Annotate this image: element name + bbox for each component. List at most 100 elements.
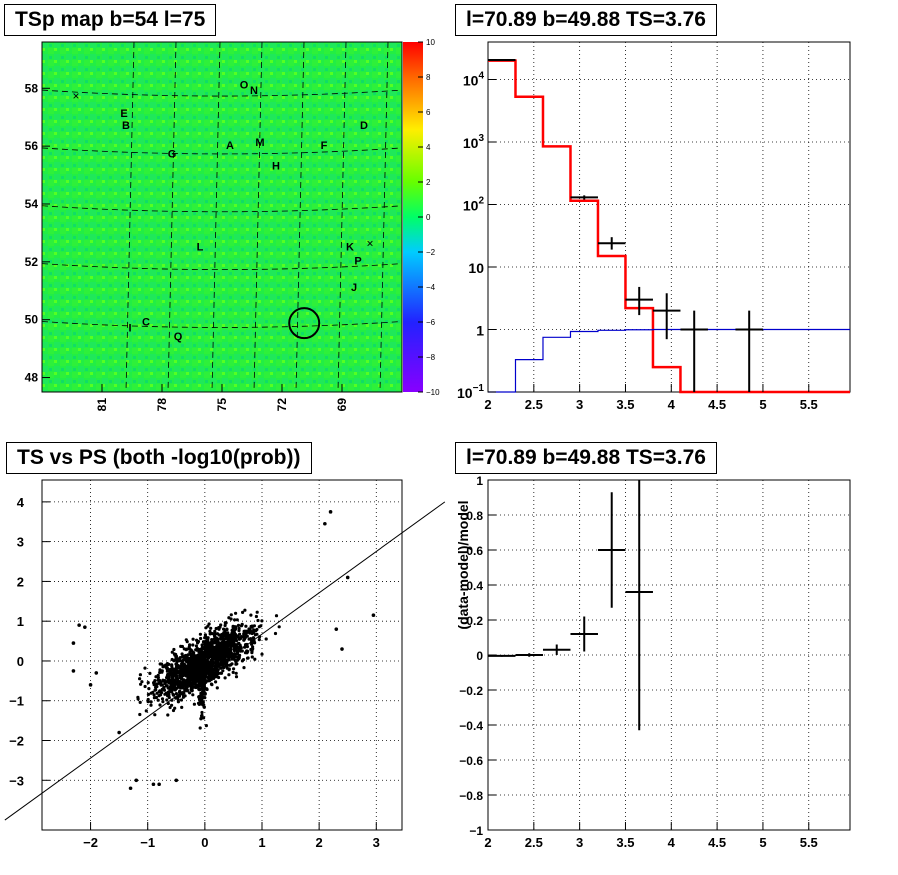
scatter-point <box>143 666 147 670</box>
scatter-point <box>199 717 203 721</box>
scatter-point <box>328 510 333 514</box>
residual-y-label: (data-model)/model <box>455 500 471 629</box>
scatter-panel: −2 −1 0 1 2 3 4 3 2 1 0 −1 −2 −3 <box>4 479 446 850</box>
tsmap-grid-parallel <box>41 205 403 213</box>
scatter-point <box>165 698 169 702</box>
scatter-point <box>229 646 233 651</box>
scatter-point <box>200 714 204 718</box>
spectrum-title: l=70.89 b=49.88 TS=3.76 <box>455 4 717 36</box>
scatter-point <box>83 625 87 629</box>
scatter-point <box>234 637 238 642</box>
residual-x-axis: 2 2.5 3 3.5 4 4.5 5 5.5 <box>484 822 818 850</box>
tsmap-marker: × <box>366 236 373 250</box>
scatter-point <box>206 648 210 652</box>
scatter-point <box>255 632 259 636</box>
tsmap-x-tick-label: 75 <box>215 398 229 412</box>
scatter-point <box>168 670 172 674</box>
scatter-x-tick-label: −2 <box>83 835 98 850</box>
scatter-point <box>198 726 202 730</box>
scatter-point <box>156 675 160 679</box>
scatter-point <box>188 650 192 654</box>
scatter-point <box>202 682 206 686</box>
scatter-point <box>219 671 224 675</box>
tsmap-title: TSp map b=54 l=75 <box>4 4 217 36</box>
scatter-y-tick-label: 1 <box>17 614 24 629</box>
tsmap-y-tick-label: 48 <box>25 371 39 385</box>
residual-x-tick-label: 3.5 <box>616 835 634 850</box>
scatter-point <box>248 631 252 635</box>
scatter-point <box>170 690 174 694</box>
tsmap-marker: × <box>72 89 79 103</box>
scatter-point <box>162 688 167 692</box>
spectrum-y-tick-label: 10−1 <box>457 383 484 401</box>
residual-y-tick-label: −1 <box>469 824 483 838</box>
scatter-point <box>152 696 156 700</box>
scatter-point <box>235 618 239 622</box>
tsmap-colorbar-tick-label: −4 <box>426 283 436 292</box>
scatter-point <box>160 690 164 695</box>
scatter-point <box>200 678 204 682</box>
scatter-point <box>223 623 227 628</box>
scatter-x-tick-label: 0 <box>201 835 208 850</box>
tsmap-source-label: J <box>351 282 357 294</box>
scatter-point <box>180 681 184 685</box>
scatter-point <box>205 658 209 663</box>
scatter-point <box>240 649 244 653</box>
scatter-point <box>205 687 209 692</box>
scatter-point <box>152 680 156 685</box>
scatter-point <box>165 666 169 670</box>
scatter-point <box>193 657 197 661</box>
scatter-point <box>165 684 169 688</box>
scatter-point <box>172 659 176 663</box>
scatter-point <box>197 684 202 688</box>
scatter-point <box>178 676 182 680</box>
spectrum-y-tick-label: 103 <box>463 133 485 151</box>
spectrum-x-tick-label: 3 <box>576 397 583 412</box>
spectrum-y-tick-label: 10 <box>468 260 484 276</box>
scatter-point <box>273 631 278 636</box>
scatter-point <box>219 623 223 627</box>
scatter-y-tick-label: 2 <box>17 574 24 589</box>
tsmap-source-label: L <box>197 241 204 253</box>
scatter-point <box>146 700 150 704</box>
residual-x-tick-label: 5.5 <box>800 835 818 850</box>
scatter-y-tick-label: 4 <box>17 495 25 510</box>
scatter-point <box>182 691 186 695</box>
scatter-point <box>212 676 216 681</box>
scatter-point <box>156 678 160 682</box>
spectrum-x-tick-label: 5 <box>759 397 766 412</box>
scatter-point <box>149 700 153 704</box>
scatter-point <box>94 671 99 675</box>
scatter-x-tick-label: 2 <box>316 835 323 850</box>
scatter-point <box>184 638 188 642</box>
scatter-point <box>199 636 203 641</box>
scatter-point <box>237 626 241 631</box>
scatter-point <box>138 677 142 681</box>
tsmap-markers: ×× <box>72 89 373 251</box>
scatter-point <box>196 641 200 645</box>
scatter-point <box>177 665 181 670</box>
scatter-point <box>184 653 188 658</box>
scatter-point <box>152 693 156 697</box>
tsmap-source-label: D <box>360 120 368 132</box>
scatter-point <box>225 627 229 631</box>
scatter-point <box>221 665 226 669</box>
scatter-point <box>211 660 215 665</box>
scatter-point <box>166 713 170 717</box>
spectrum-model-total <box>488 59 850 394</box>
scatter-point <box>224 635 228 639</box>
tsmap-colorbar-tick-label: 10 <box>426 38 435 47</box>
scatter-point <box>214 626 218 631</box>
scatter-point <box>71 669 76 673</box>
scatter-point <box>149 691 153 695</box>
tsmap-source-label: I <box>128 322 131 334</box>
scatter-point <box>199 669 203 673</box>
tsmap-grid-parallel <box>41 321 403 328</box>
scatter-point <box>187 645 191 649</box>
residual-y-tick-label: 0.4 <box>466 579 483 593</box>
scatter-point <box>147 687 151 691</box>
residual-y-tick-label: −0.6 <box>459 754 483 768</box>
scatter-point <box>203 696 207 700</box>
scatter-point <box>186 663 191 667</box>
scatter-point <box>260 652 264 656</box>
